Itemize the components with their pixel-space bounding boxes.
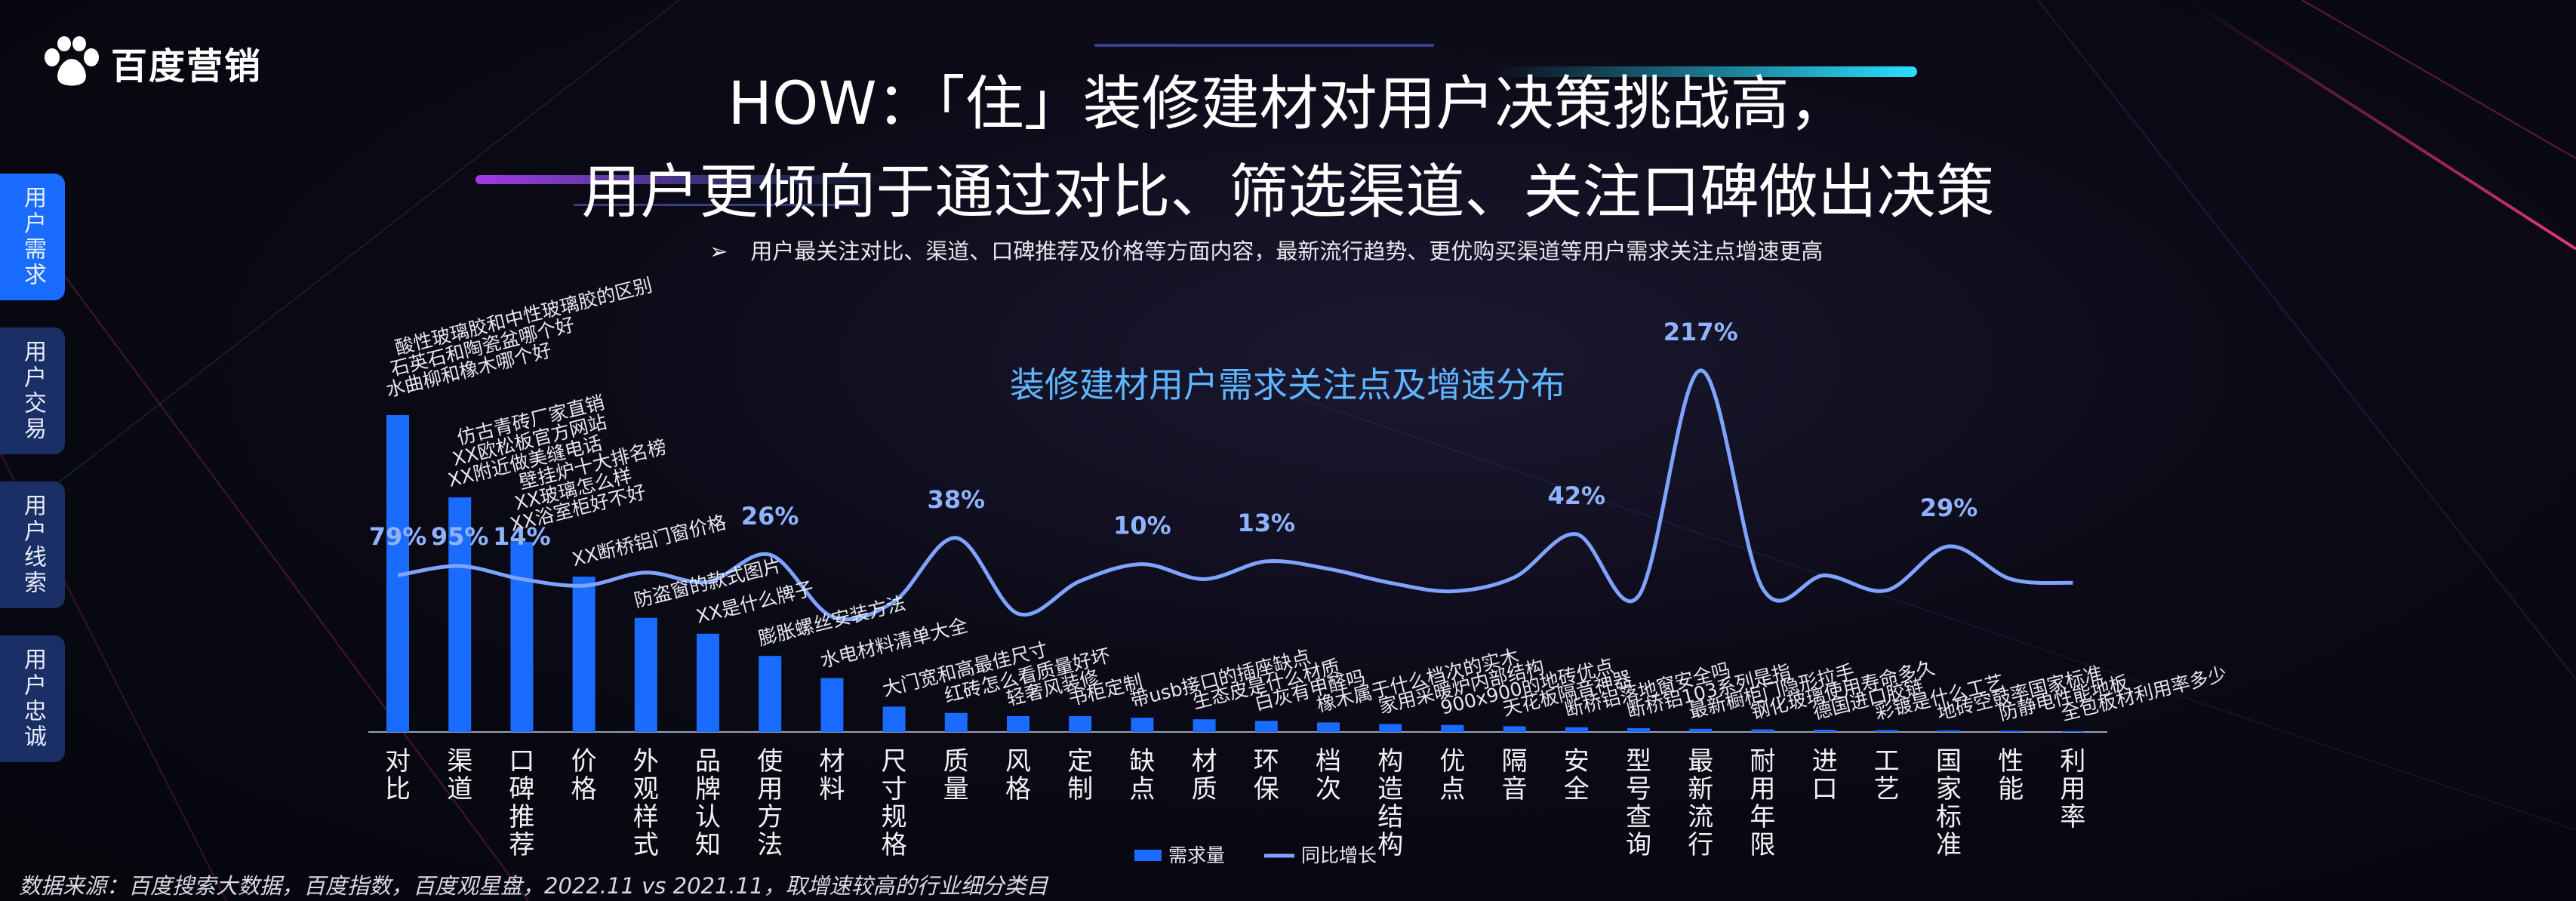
bar-27 — [2061, 730, 2085, 732]
subtitle: ➢ 用户最关注对比、渠道、口碑推荐及价格等方面内容，最新流行趋势、更优购买渠道等用… — [709, 234, 1823, 266]
category-label-14: 环保 — [1254, 746, 1279, 804]
bar-series — [386, 415, 2085, 732]
bar-21 — [1689, 728, 1713, 732]
tab-label: 用户线索 — [20, 494, 46, 596]
category-label-10: 风格 — [1005, 746, 1031, 804]
growth-label-14: 13% — [1238, 509, 1296, 537]
category-label-9: 质量 — [943, 746, 969, 804]
category-label-5: 品牌认知 — [695, 746, 721, 860]
growth-line — [397, 368, 2073, 622]
growth-label-6: 26% — [741, 502, 799, 530]
bar-16 — [1379, 724, 1402, 732]
category-label-1: 渠道 — [447, 746, 472, 804]
growth-label-19: 42% — [1548, 481, 1606, 510]
tab-label: 用户需求 — [20, 186, 46, 288]
bar-25 — [1937, 730, 1960, 732]
category-label-18: 隔音 — [1502, 746, 1528, 804]
category-label-20: 型号查询 — [1626, 746, 1651, 860]
tab-label: 用户忠诚 — [20, 647, 46, 750]
category-label-16: 构造结构 — [1377, 746, 1403, 860]
category-label-6: 使用方法 — [757, 746, 783, 860]
bar-22 — [1751, 729, 1774, 732]
category-label-12: 缺点 — [1129, 746, 1155, 804]
bar-12 — [1131, 718, 1154, 732]
bar-17 — [1441, 724, 1464, 732]
category-label-3: 价格 — [571, 746, 597, 804]
bar-4 — [634, 617, 657, 732]
bar-6 — [759, 656, 782, 732]
bar-7 — [820, 678, 844, 732]
growth-label-9: 38% — [928, 485, 986, 514]
category-label-27: 利用率 — [2060, 746, 2085, 832]
bar-8 — [882, 706, 906, 732]
bar-13 — [1193, 719, 1216, 732]
category-label-7: 材料 — [819, 746, 845, 804]
category-label-26: 性能 — [1998, 746, 2024, 804]
tab-label: 用户交易 — [20, 340, 46, 442]
category-label-24: 工艺 — [1874, 746, 1900, 804]
page-title-line-1: HOW：「住」装修建材对用户决策挑战高， — [728, 70, 1848, 138]
bar-18 — [1503, 726, 1526, 732]
bar-2 — [510, 542, 534, 732]
category-label-17: 优点 — [1439, 746, 1465, 804]
bar-10 — [1007, 716, 1029, 732]
brand-name: 百度营销 — [111, 45, 263, 88]
category-label-4: 外观样式 — [633, 746, 659, 860]
bar-1 — [448, 497, 472, 732]
bar-19 — [1565, 727, 1588, 732]
category-label-21: 最新流行 — [1688, 746, 1713, 860]
legend-label-bar: 需求量 — [1168, 844, 1225, 866]
category-label-25: 国家标准 — [1936, 746, 1962, 860]
tab-user-demand[interactable]: 用户需求 — [0, 174, 65, 300]
growth-label-1: 95% — [431, 522, 489, 551]
category-label-0: 对比 — [385, 746, 411, 804]
growth-label-0: 79% — [369, 522, 427, 551]
page-title-line-2: 用户更倾向于通过对比、筛选渠道、关注口碑做出决策 — [581, 158, 1995, 226]
legend-swatch-bar — [1134, 850, 1162, 861]
bar-5 — [697, 633, 719, 732]
data-source-note: 数据来源：百度搜索大数据，百度指数，百度观星盘，2022.11 vs 2021.… — [19, 873, 1048, 899]
bar-11 — [1069, 716, 1092, 732]
tab-user-leads[interactable]: 用户线索 — [0, 481, 65, 608]
category-label-15: 档次 — [1316, 746, 1341, 804]
tab-user-loyalty[interactable]: 用户忠诚 — [0, 635, 65, 762]
bar-20 — [1627, 727, 1650, 732]
bar-26 — [1999, 730, 2023, 732]
tab-user-transaction[interactable]: 用户交易 — [0, 327, 65, 454]
growth-label-25: 29% — [1920, 494, 1978, 522]
bar-3 — [572, 577, 596, 732]
category-label-23: 进口 — [1812, 746, 1838, 804]
bar-15 — [1317, 722, 1340, 732]
chart-legend: 需求量 同比增长 — [1134, 844, 1377, 866]
bar-9 — [944, 712, 968, 732]
bar-23 — [1813, 730, 1836, 732]
category-label-19: 安全 — [1564, 746, 1590, 804]
category-label-13: 材质 — [1192, 746, 1217, 804]
subtitle-text: 用户最关注对比、渠道、口碑推荐及价格等方面内容，最新流行趋势、更优购买渠道等用户… — [750, 238, 1824, 264]
baidu-paw-icon — [45, 36, 99, 86]
category-label-2: 口碑推荐 — [509, 746, 534, 860]
category-label-11: 定制 — [1067, 746, 1093, 804]
annotation-3-0: XX断桥铝门窗价格 — [570, 511, 728, 570]
growth-label-12: 10% — [1113, 512, 1171, 540]
chart-title: 装修建材用户需求关注点及增速分布 — [1010, 364, 1565, 405]
growth-label-21: 217% — [1663, 318, 1738, 346]
category-label-8: 尺寸规格 — [882, 746, 907, 860]
category-label-22: 耐用年限 — [1750, 746, 1775, 860]
bar-24 — [1875, 730, 1898, 732]
legend-label-line: 同比增长 — [1301, 844, 1377, 866]
bar-14 — [1254, 721, 1278, 732]
bullet-arrow-icon: ➢ — [709, 238, 728, 264]
brand-logo: 百度营销 — [42, 36, 262, 89]
growth-label-2: 14% — [493, 522, 551, 551]
